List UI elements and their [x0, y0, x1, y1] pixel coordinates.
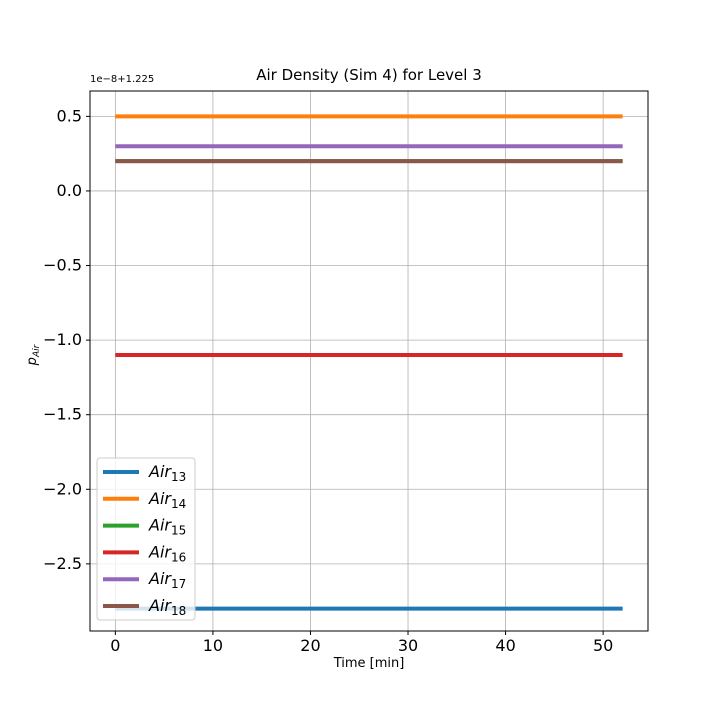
- legend-label-air-13: Air13: [148, 462, 186, 484]
- legend-label-air-14: Air14: [148, 489, 186, 511]
- y-axis-ticks: 0.5 0.0 −0.5 −1.0 −1.5 −2.0 −2.5: [43, 106, 90, 573]
- legend-label-sub: 15: [171, 524, 186, 538]
- legend-label-base: Air: [148, 489, 172, 508]
- x-tick-label: 0: [110, 636, 120, 655]
- legend-label-sub: 14: [171, 497, 186, 511]
- y-tick-label: −1.5: [43, 405, 82, 424]
- legend-label-sub: 16: [171, 550, 186, 564]
- y-tick-label: 0.0: [57, 181, 82, 200]
- y-tick-label: 0.5: [57, 106, 82, 125]
- x-tick-label: 40: [495, 636, 515, 655]
- legend-label-air-17: Air17: [148, 569, 186, 591]
- y-tick-label: −2.5: [43, 554, 82, 573]
- x-axis-label: Time [min]: [333, 656, 405, 671]
- legend-label-sub: 17: [171, 577, 186, 591]
- x-tick-label: 50: [593, 636, 613, 655]
- legend-label-base: Air: [148, 569, 172, 588]
- x-tick-label: 20: [300, 636, 320, 655]
- legend-label-base: Air: [148, 462, 172, 481]
- legend-label-sub: 13: [171, 470, 186, 484]
- series-lines: [115, 114, 623, 611]
- legend-label-base: Air: [148, 596, 172, 615]
- legend-label-sub: 18: [171, 604, 186, 618]
- y-offset-text: 1e−8+1.225: [90, 74, 154, 85]
- legend-label-air-15: Air15: [148, 516, 186, 538]
- y-axis-label-base: p: [25, 357, 40, 366]
- plot-frame: [89, 90, 649, 632]
- x-tick-label: 10: [203, 636, 223, 655]
- y-tick-label: −1.0: [43, 330, 82, 349]
- x-tick-label: 30: [398, 636, 418, 655]
- legend-label-base: Air: [148, 542, 172, 561]
- x-axis-ticks: 0 10 20 30 40 50: [110, 631, 613, 655]
- legend-label-air-16: Air16: [148, 542, 186, 564]
- legend-label-base: Air: [148, 516, 172, 535]
- legend-label-air-18: Air18: [148, 596, 186, 618]
- y-tick-label: −0.5: [43, 256, 82, 275]
- y-tick-label: −2.0: [43, 479, 82, 498]
- chart-title: Air Density (Sim 4) for Level 3: [256, 66, 482, 84]
- y-axis-label-sub: Air: [32, 343, 42, 358]
- y-axis-label: pAir: [25, 343, 42, 366]
